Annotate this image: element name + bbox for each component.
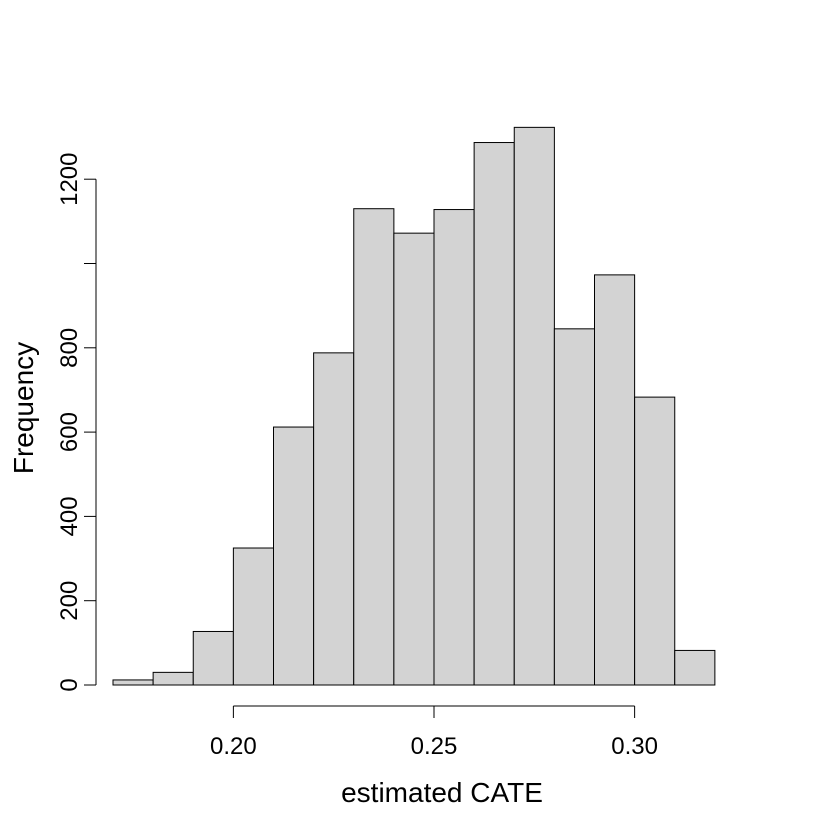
x-tick-label: 0.25 (411, 733, 458, 760)
histogram-bar (313, 352, 355, 686)
histogram-bar (112, 679, 154, 686)
y-tick-label: 0 (56, 678, 83, 691)
y-tick-label: 800 (56, 328, 83, 368)
x-axis: 0.20 0.25 0.30 (210, 705, 658, 760)
histogram-bar (634, 396, 676, 686)
y-tick-label: 1200 (56, 153, 83, 206)
histogram-bar (473, 142, 515, 686)
y-tick-label: 400 (56, 496, 83, 536)
histogram-bar (353, 208, 395, 686)
y-axis: 0 200 400 600 800 1200 (56, 153, 97, 692)
histogram-bar (594, 274, 636, 686)
y-tick-label: 600 (56, 412, 83, 452)
histogram-bars (112, 126, 716, 686)
y-axis-title: Frequency (8, 342, 39, 474)
histogram-bar (393, 232, 435, 686)
histogram-bar (433, 209, 475, 686)
histogram-bar (192, 630, 234, 686)
histogram-bar (674, 649, 716, 686)
histogram-bar (553, 328, 595, 686)
histogram-bar (513, 126, 555, 686)
histogram-bar (232, 547, 274, 686)
x-axis-title: estimated CATE (341, 777, 543, 808)
histogram-bar (152, 671, 194, 686)
y-tick-label: 200 (56, 581, 83, 621)
x-tick-label: 0.20 (210, 733, 257, 760)
histogram-bar (273, 426, 315, 686)
x-tick-label: 0.30 (611, 733, 658, 760)
